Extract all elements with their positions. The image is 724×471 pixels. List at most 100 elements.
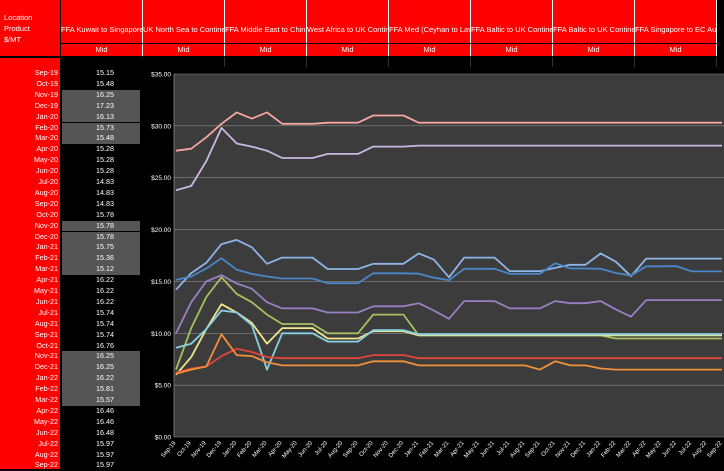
row-date: Dec-21: [34, 362, 58, 372]
series-line: [175, 127, 722, 192]
row-value: 15.75: [62, 242, 140, 254]
route-name: FFA Middle East to China: [225, 0, 307, 43]
row-value: 15.28: [96, 166, 114, 176]
row-value: 16.76: [96, 340, 114, 350]
route-header[interactable]: FFA Baltic to UK Continent Mid: [471, 0, 553, 68]
route-sub: Mid: [61, 44, 143, 56]
x-tick-label: Mar-20: [252, 440, 269, 459]
row-value: 16.22: [62, 373, 140, 385]
route-blank: [143, 57, 225, 67]
x-tick-label: Feb-22: [601, 440, 618, 459]
series-line: [175, 303, 722, 376]
route-name: UK North Sea to Continent: [143, 0, 225, 43]
y-tick-label: $10.00: [151, 331, 171, 338]
x-tick-label: Sep-22: [706, 440, 723, 459]
row-value: 15.36: [62, 253, 140, 265]
route-name: FFA Singapore to EC Australia: [635, 0, 717, 43]
x-tick-label: Jun-21: [480, 440, 497, 458]
route-blank: [635, 57, 717, 67]
x-tick-label: Sep-20: [342, 440, 359, 459]
row-date: Dec-19: [34, 100, 58, 110]
x-tick-label: Dec-21: [570, 440, 587, 459]
row-date: Apr-22: [36, 405, 58, 415]
row-value: 15.15: [96, 68, 114, 77]
route-header[interactable]: FFA Baltic to UK Continent Mid: [553, 0, 635, 68]
row-date: Jan-21: [36, 242, 58, 252]
x-tick-label: Sep-19: [160, 440, 177, 459]
row-value: 15.97: [96, 438, 114, 448]
route-sub: Mid: [389, 44, 471, 56]
y-tick-label: $5.00: [155, 383, 172, 390]
row-date: May-22: [34, 416, 58, 426]
x-tick-label: Jun-22: [662, 440, 679, 458]
series-line: [175, 111, 722, 152]
row-value: 15.73: [62, 122, 140, 134]
location-label: Location: [4, 13, 33, 22]
route-name: FFA Baltic to UK Continent: [471, 0, 553, 43]
route-header[interactable]: FFA Middle East to China Mid: [225, 0, 307, 68]
route-blank: [307, 57, 389, 67]
row-value: 15.28: [96, 155, 114, 165]
row-value: 16.46: [96, 405, 114, 415]
row-date: Jan-20: [36, 111, 58, 121]
x-tick-label: Feb-20: [237, 440, 254, 459]
row-date: Apr-20: [36, 144, 58, 154]
row-date: Jul-20: [38, 177, 58, 186]
y-tick-label: $30.00: [151, 123, 171, 130]
row-value: 16.48: [96, 427, 114, 437]
y-tick-label: $25.00: [151, 175, 171, 182]
series-line: [175, 274, 722, 334]
row-date: Jun-22: [36, 427, 58, 437]
row-value: 15.12: [62, 264, 140, 276]
route-blank: [553, 57, 635, 67]
row-date: Feb-21: [35, 253, 58, 263]
row-date: Sep-19: [34, 68, 58, 77]
row-date: Sep-20: [34, 198, 58, 208]
route-header[interactable]: UK North Sea to Continent Mid: [143, 0, 225, 68]
row-value: 15.74: [96, 318, 114, 328]
x-tick-label: Mar-22: [616, 440, 633, 459]
row-date: Jun-21: [36, 296, 58, 306]
route-sub: Mid: [225, 44, 307, 56]
route-sub: Mid: [471, 44, 553, 56]
x-tick-label: Feb-21: [419, 440, 436, 459]
x-tick-label: May-22: [645, 440, 663, 460]
row-date: Nov-21: [34, 351, 58, 361]
row-date: Dec-20: [34, 231, 58, 241]
row-date: Aug-21: [34, 318, 58, 328]
route-sub: Mid: [307, 44, 389, 56]
route-blank: [225, 57, 307, 67]
row-value: 14.83: [96, 187, 114, 197]
row-value: 15.48: [62, 133, 140, 145]
y-tick-label: $35.00: [151, 72, 171, 79]
row-value: 15.28: [96, 144, 114, 154]
row-date: Jan-22: [36, 373, 58, 383]
row-value: 15.78: [96, 209, 114, 219]
route-blank: [389, 57, 471, 67]
row-date: Jul-22: [38, 438, 58, 448]
row-date: May-21: [34, 286, 58, 295]
row-value: 15.81: [62, 384, 140, 395]
route-sub: Mid: [635, 44, 717, 56]
route-header[interactable]: FFA Med (Ceyhan to Lavera)Mid: [389, 0, 471, 68]
row-date: Jun-20: [36, 166, 58, 176]
row-date: Oct-19: [36, 78, 58, 88]
plot-area: [174, 74, 724, 437]
route-header[interactable]: FFA Singapore to EC AustraliaMid: [635, 0, 717, 68]
row-value: 15.48: [96, 78, 114, 88]
row-value: 15.74: [96, 329, 114, 339]
row-date: Sep-21: [34, 329, 58, 339]
series-line: [175, 333, 722, 375]
row-value: 14.83: [96, 177, 114, 186]
series-line: [175, 257, 722, 285]
row-value: 16.22: [96, 286, 114, 295]
x-tick-label: May-20: [281, 440, 299, 460]
row-value: 14.83: [96, 198, 114, 208]
row-date: Oct-20: [36, 209, 58, 219]
series-line: [175, 309, 722, 371]
row-value: 16.25: [62, 351, 140, 363]
row-date: Apr-21: [36, 275, 58, 285]
row-value: 15.97: [96, 449, 114, 459]
row-date: Nov-20: [34, 220, 58, 230]
